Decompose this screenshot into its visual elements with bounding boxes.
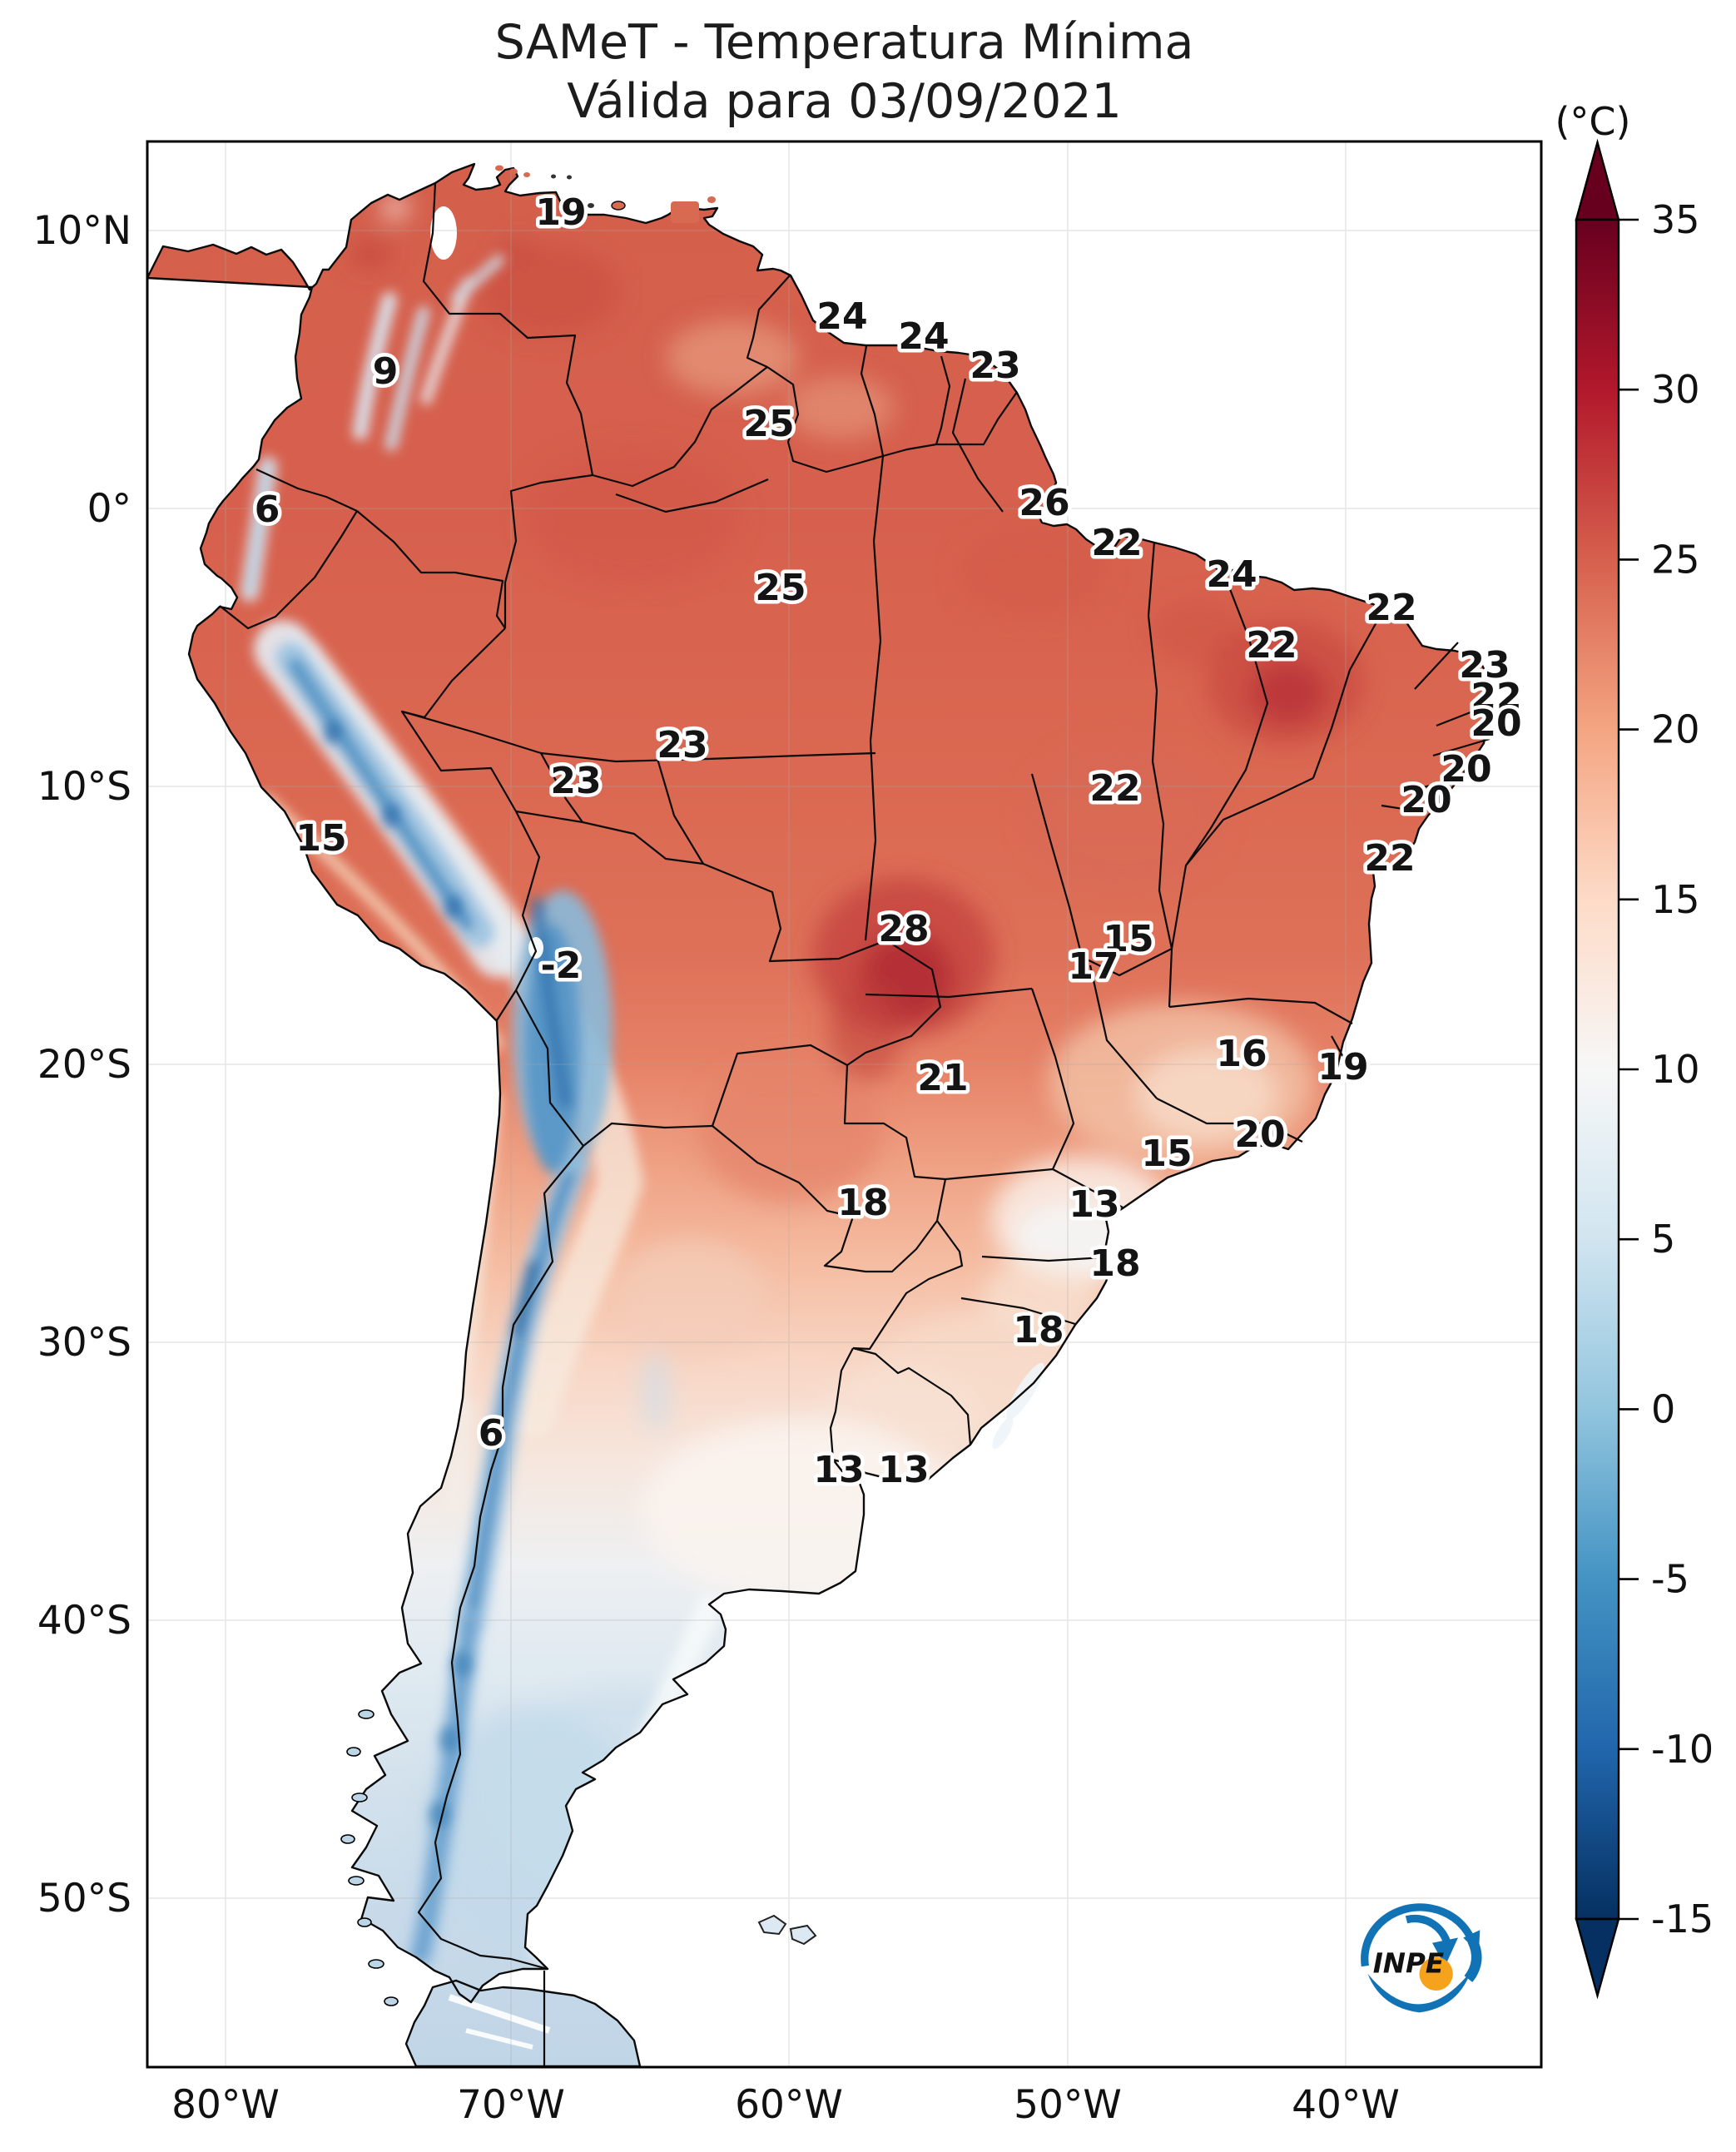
temp-value-label: 22: [1471, 676, 1521, 718]
temp-value-label: 19: [535, 191, 586, 234]
longitude-axis: 80°W 70°W 60°W 50°W 40°W: [171, 2082, 1400, 2128]
lon-tick-label: 80°W: [171, 2082, 280, 2128]
temp-value-label: 23: [657, 724, 707, 766]
colorbar-tick-label: 0: [1651, 1386, 1675, 1431]
lat-tick-label: 20°S: [37, 1042, 131, 1088]
lon-tick-label: 40°W: [1292, 2082, 1400, 2128]
lat-tick-label: 50°S: [37, 1876, 131, 1921]
lat-tick-label: 0°: [87, 486, 131, 532]
temp-value-label: 21: [917, 1057, 968, 1099]
colorbar-tick-label: 35: [1651, 197, 1700, 242]
temp-value-label: 23: [1459, 644, 1510, 687]
colorbar-tick-label: 10: [1651, 1047, 1700, 1092]
temp-value-label: 18: [1089, 1242, 1140, 1285]
latitude-axis: 10°N 0° 10°S 20°S 30°S 40°S 50°S: [33, 208, 131, 1921]
temp-value-label: 20: [1441, 748, 1491, 791]
country-borders: [219, 182, 1018, 2066]
temp-value-label: 15: [1103, 918, 1153, 960]
lat-tick-label: 40°S: [37, 1598, 131, 1644]
inpe-logo-arrow-arc: [1405, 1914, 1452, 1946]
temp-value-label: 6: [479, 1412, 504, 1455]
temp-value-label: 9: [373, 350, 399, 393]
temp-value-label: 13: [1069, 1183, 1119, 1226]
colorbar-tick-label: -15: [1651, 1897, 1714, 1941]
figure-title: SAMeT - Temperatura Mínima Válida para 0…: [147, 13, 1541, 131]
colorbar: (°C) 35 30 25 20 15 10 5 0 -5 -10 -15: [1555, 99, 1714, 2000]
lat-tick-label: 30°S: [37, 1320, 131, 1366]
map-frame: [146, 140, 1543, 2069]
temp-value-label: 22: [1366, 587, 1416, 629]
altiplano-cold-core: [531, 898, 572, 1108]
colorbar-tick-label: 5: [1651, 1217, 1675, 1262]
temp-value-label: 18: [837, 1182, 888, 1224]
temp-value-label: 24: [1206, 553, 1257, 596]
temp-value-label: 25: [755, 567, 806, 609]
temp-value-label: 23: [970, 345, 1020, 387]
colorbar-tick-label: -5: [1651, 1557, 1689, 1602]
temp-value-label: 16: [1216, 1033, 1267, 1075]
temp-value-label: 24: [816, 295, 867, 338]
temp-value-label: 20: [1401, 779, 1451, 821]
temp-value-label: -2: [541, 945, 582, 987]
colorbar-tick-label: 20: [1651, 707, 1700, 752]
title-line-2: Válida para 03/09/2021: [567, 73, 1122, 129]
colorbar-tick-label: 15: [1651, 877, 1700, 922]
temp-value-label: 13: [878, 1449, 929, 1491]
temp-value-label: 6: [255, 488, 280, 531]
colorbar-body: [1575, 218, 1620, 1921]
temp-value-label: 19: [1317, 1046, 1368, 1088]
temp-value-label: 22: [1364, 837, 1415, 880]
brazil-state-borders: [401, 378, 1495, 1326]
islands: [340, 165, 817, 2006]
colorbar-top-arrow: [1575, 138, 1620, 221]
inpe-logo-arrowhead: [1432, 1937, 1458, 1966]
colorbar-ticks: 35 30 25 20 15 10 5 0 -5 -10 -15: [1619, 197, 1714, 1941]
temp-value-label: 25: [743, 403, 794, 445]
temp-value-label: 24: [898, 315, 949, 358]
falkland-islands: [757, 1914, 817, 1946]
temp-value-label: 17: [1068, 945, 1118, 988]
lat-tick-label: 10°N: [33, 208, 131, 254]
lon-tick-label: 60°W: [735, 2082, 843, 2128]
inpe-logo-text: INPE: [1373, 1947, 1444, 1979]
temp-value-label: 22: [1089, 767, 1140, 810]
colorbar-unit: (°C): [1555, 99, 1630, 144]
temp-value-label: 22: [1246, 624, 1297, 667]
colorbar-tick-label: 30: [1651, 367, 1700, 412]
inpe-logo: INPE: [1361, 1903, 1482, 2013]
temp-value-label: 13: [813, 1449, 864, 1491]
temp-value-label: 20: [1471, 702, 1521, 745]
temp-value-label: 22: [1091, 522, 1142, 564]
temp-value-label: 26: [1019, 482, 1069, 524]
colorbar-tick-label: 25: [1651, 537, 1700, 582]
inpe-logo-orange-ball: [1419, 1956, 1453, 1991]
lat-tick-label: 10°S: [37, 764, 131, 810]
inpe-logo-exit-arrowhead: [1463, 1930, 1481, 1954]
lon-tick-label: 70°W: [457, 2082, 565, 2128]
colorbar-bottom-arrow: [1575, 1917, 1620, 2000]
title-line-1: SAMeT - Temperatura Mínima: [494, 15, 1194, 70]
temp-value-label: 15: [295, 817, 346, 860]
temp-value-label: 23: [550, 760, 601, 802]
coastlines-and-borders: [146, 162, 1495, 2068]
inpe-logo-swoosh: [1367, 1971, 1471, 2013]
lon-tick-label: 50°W: [1014, 2082, 1122, 2128]
temp-value-label: 20: [1234, 1113, 1285, 1156]
temp-value-label: 28: [878, 908, 929, 950]
colorbar-tick-label: -10: [1651, 1727, 1714, 1772]
temp-value-label: 18: [1013, 1309, 1064, 1351]
temp-value-label: 15: [1141, 1133, 1192, 1175]
